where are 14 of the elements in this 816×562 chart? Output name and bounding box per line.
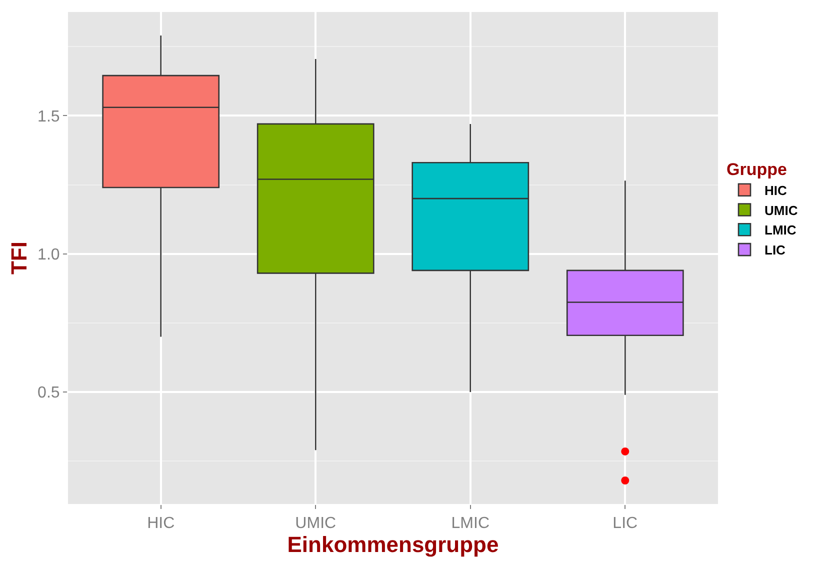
y-tick-label: 1.0 [38,246,60,264]
x-tick-label: LIC [612,515,638,532]
legend-label: LIC [764,242,786,258]
x-tick-label: HIC [147,515,175,532]
y-axis-title: TFI [6,242,32,274]
y-tick-label: 0.5 [38,384,60,402]
x-tick-label: UMIC [295,515,336,532]
legend-label: UMIC [764,202,798,218]
legend-label: HIC [764,182,788,198]
y-tick-label: 1.5 [38,108,60,126]
x-tick-label: LMIC [451,515,490,532]
legend-label: LMIC [764,222,797,238]
legend-title: Gruppe [726,160,787,179]
x-axis-title: Einkommensgruppe [287,532,499,558]
